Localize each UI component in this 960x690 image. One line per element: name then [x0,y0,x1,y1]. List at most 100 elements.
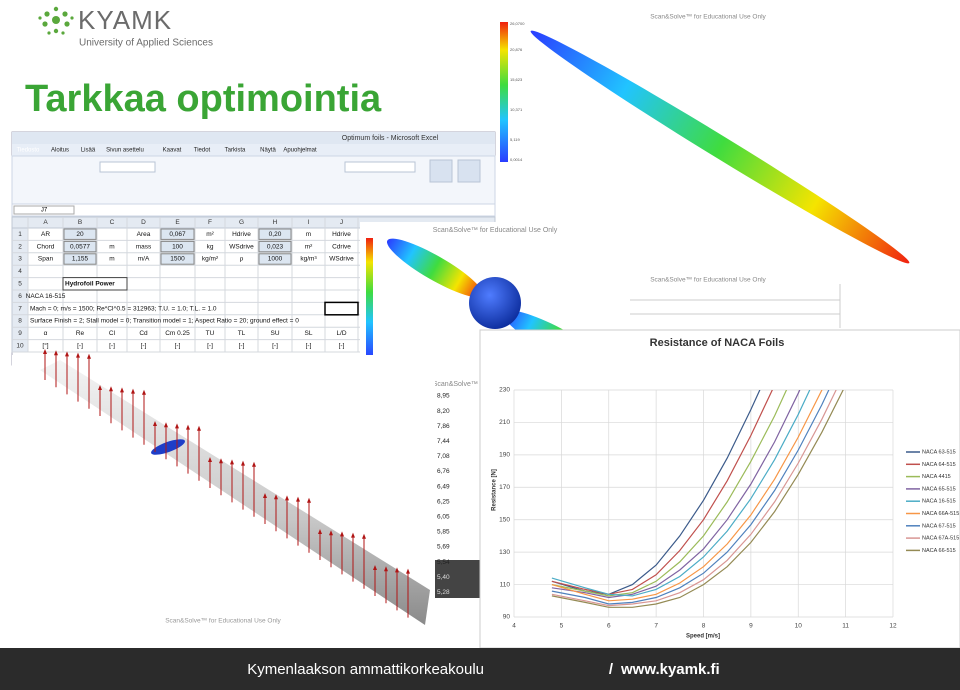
row-header: 6 [18,293,22,300]
speed-value: 5,54 [437,559,450,566]
cell-text: 20 [76,231,84,238]
y-tick-label: 190 [499,452,510,459]
cell-text: 0,067 [169,231,186,238]
column-header: C [110,219,115,226]
arrow-head [76,352,80,358]
cell-text: 1500 [170,256,185,263]
speed-value: 8,95 [437,393,450,400]
x-tick-label: 10 [795,623,803,630]
cell-text: [-] [109,343,115,350]
column-header: H [273,219,278,226]
series-line [551,390,811,597]
ribbon-tab: Tiedosto [17,148,40,154]
x-tick-label: 9 [749,623,753,630]
cell-text: Surface Finish = 2; Stall model = 0; Tra… [30,318,299,325]
cell-text: m [109,256,114,263]
y-tick-label: 90 [503,614,511,621]
window-title: Optimum foils - Microsoft Excel [342,135,439,142]
cell-text: m [306,231,311,238]
ribbon-tab: Lisää [81,148,96,154]
cell-text: Cdrive [332,243,351,250]
column-header: I [308,219,310,226]
series-line [551,390,801,599]
name-box: J7 [41,208,48,214]
series-line [551,390,761,595]
input-cell [63,240,97,253]
ribbon-tab: Näytä [260,148,276,154]
logo-subtitle: University of Applied Sciences [79,38,213,49]
speed-value: 6,49 [437,483,450,490]
watermark: Scan&Solve™ for Educational Use Only [650,277,766,284]
arrow-head [164,422,168,428]
cell-text: [°] [42,342,48,350]
legend-label: NACA 67A-515 [922,536,959,542]
arrow-head [131,388,135,394]
input-cell [63,253,97,265]
legend-label: NACA 16-515 [922,499,956,505]
cell-text: TU [206,330,215,337]
cell-text: WSdrive [229,243,254,250]
x-tick-label: 6 [607,623,611,630]
excel-window: Optimum foils - Microsoft Excel J7 Tiedo… [11,131,496,366]
svg-text:20,876: 20,876 [510,47,523,52]
arrow-head [153,421,157,426]
arrow-head [296,496,300,502]
speed-value: 6,25 [437,498,450,505]
input-cell [160,228,195,240]
grid-fragment: Scan&Solve™ for Educational Use Only [628,277,842,328]
series-line [551,390,773,595]
cell-text: AR [41,231,50,238]
series-line [551,390,844,608]
ribbon-tab: Sivun asettelu [106,148,144,154]
cell-text: Hdrive [232,231,251,238]
speed-value: 8,20 [437,408,450,415]
cell-text: 0,023 [267,243,284,250]
cell-text: Hydrofoil Power [65,281,115,288]
cell-text: 1000 [268,256,283,263]
selected-cell [324,301,359,316]
cell-text: SL [305,330,313,337]
arrow-head [109,386,113,392]
speed-value: 5,40 [437,574,450,581]
cell-text: Span [38,256,54,263]
arrow-head [219,458,223,464]
arrow-head [54,350,58,356]
row-header: 3 [18,256,22,263]
arrow-head [65,351,69,357]
svg-text:5,119: 5,119 [510,137,520,142]
cell-text: Cd [139,330,148,337]
input-cell [258,240,292,253]
cell-text: SU [270,330,279,337]
arrow-head [208,457,212,462]
arrow-head [373,565,377,570]
cell-text: Re [76,330,85,337]
row-header: 10 [16,343,24,350]
column-header: A [43,219,48,226]
row-header: 2 [18,243,22,250]
footer-org: Kymenlaakson ammattikorkeakoulu [247,661,484,678]
y-tick-label: 210 [499,419,510,426]
cell-text: [-] [239,343,245,350]
arrow-head [87,353,91,359]
speed-value: 6,05 [437,514,450,521]
cell-text: 100 [172,243,183,250]
y-tick-label: 170 [499,484,510,491]
input-cell [258,253,292,265]
ribbon-tab: Tarkista [225,148,246,154]
row-header: 1 [18,231,22,238]
arrow-head [329,530,333,536]
arrow-head [43,349,47,354]
arrow-head [395,567,399,573]
cell-text: ρ [240,256,244,263]
arrow-head [241,460,245,466]
cell-text: Cm 0.25 [165,330,190,337]
cell-text: [-] [272,343,278,350]
speed-value: 6,76 [437,468,450,475]
footer-url: www.kyamk.fi [620,661,720,678]
arrow-head [230,459,234,465]
footer: Kymenlaakson ammattikorkeakoulu / www.ky… [0,648,960,690]
column-header: F [208,219,212,226]
cell-text: L/D [336,330,346,337]
cell-text: [-] [306,343,312,350]
cell-text: Chord [37,243,55,250]
